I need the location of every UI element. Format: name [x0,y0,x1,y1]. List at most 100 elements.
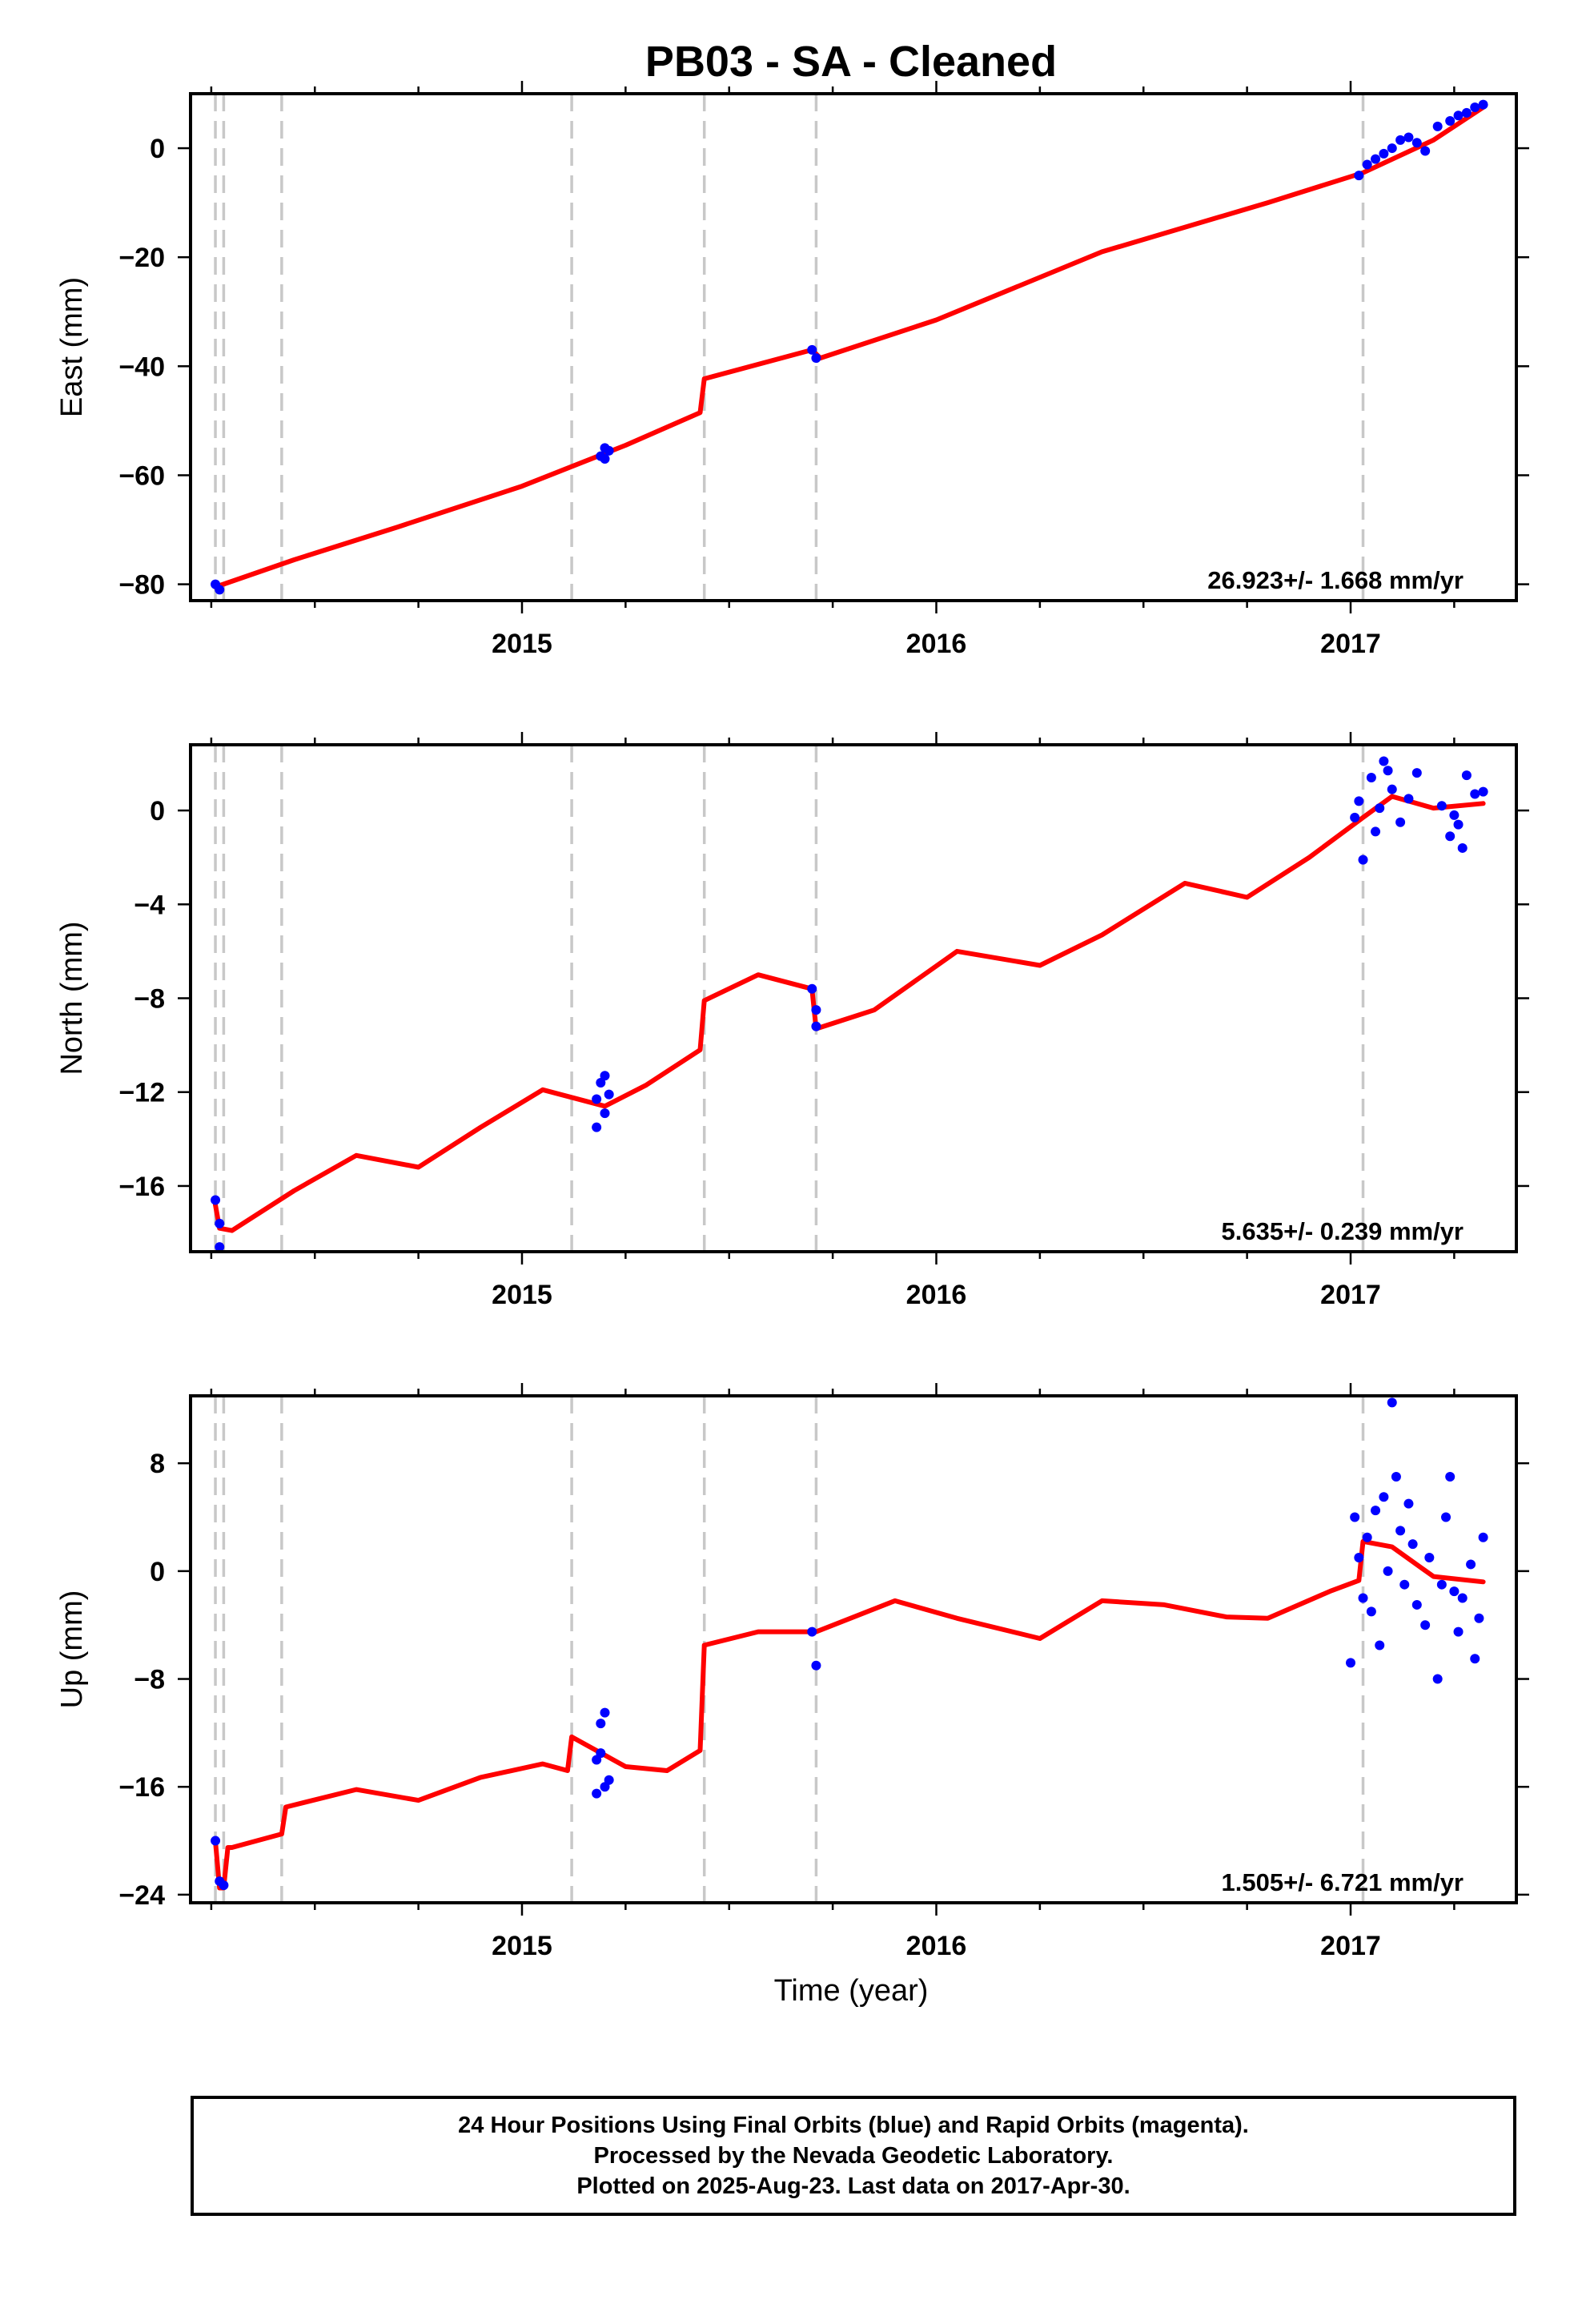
chart-title: PB03 - SA - Cleaned [645,38,1057,86]
observation-point [1354,171,1364,181]
observation-point [1391,1472,1401,1482]
observation-point [211,1195,221,1205]
y-tick-label: 0 [150,1557,165,1587]
observation-point [1453,111,1464,121]
observation-point [219,1880,229,1891]
y-axis-label: North (mm) [55,921,89,1075]
y-tick-label: −8 [134,984,165,1015]
observation-point [1354,1553,1364,1563]
observation-point [1470,1654,1480,1664]
observation-point [1387,784,1397,794]
observation-point [1478,1532,1488,1542]
x-tick-label: 2015 [492,629,552,659]
x-tick-label: 2017 [1320,1280,1381,1310]
observation-point [1449,810,1460,820]
x-tick-label: 2016 [906,629,967,659]
observation-point [1387,1397,1397,1408]
footer-caption-box: 24 Hour Positions Using Final Orbits (bl… [191,2096,1516,2216]
observation-point [1436,1579,1447,1590]
observation-point [1424,1553,1435,1563]
observation-point [1383,1566,1393,1576]
x-tick-label: 2016 [906,1931,967,1961]
observation-point [1432,121,1443,131]
footer-line-orbits: 24 Hour Positions Using Final Orbits (bl… [458,2113,1249,2138]
y-tick-label: −20 [118,243,165,273]
observation-point [604,1775,614,1785]
model-fit-line [213,794,1486,1233]
y-axis-label: Up (mm) [55,1590,89,1709]
observation-point [1478,786,1488,797]
y-tick-label: −24 [118,1880,165,1911]
observation-point [592,1122,602,1132]
observation-point [1375,803,1385,814]
y-tick-label: 8 [150,1449,165,1479]
observation-point [1371,826,1381,837]
observation-point [1445,831,1456,842]
observation-point [596,1719,606,1729]
observation-point [1387,143,1397,154]
observation-point [1470,789,1480,799]
observation-point [592,1094,602,1104]
x-tick-label: 2015 [492,1280,552,1310]
footer-line-processed: Processed by the Nevada Geodetic Laborat… [593,2143,1114,2169]
observation-point [1453,1626,1464,1637]
y-axis-label: East (mm) [55,277,89,417]
panel-frame [189,92,1518,602]
observation-point [807,1626,817,1637]
observation-point [600,1707,610,1718]
y-tick-label: −8 [134,1665,165,1695]
footer-line-plotted: Plotted on 2025-Aug-23. Last data on 201… [576,2173,1130,2199]
observation-point [1366,1606,1376,1617]
observation-point [1362,1532,1372,1542]
panel-2: 2015 2016 2017 0 −4 −8 −12 −16 North (mm) 5.635+/… [55,732,1529,1310]
plot-area [211,94,1488,601]
observation-point [604,445,614,456]
observation-point [1411,138,1422,148]
observation-point [1411,768,1422,778]
observation-point [1371,1506,1381,1516]
observation-point [1379,1492,1389,1502]
observation-point [1395,135,1406,145]
observation-point [600,1108,610,1119]
y-tick-label: −16 [118,1772,165,1803]
y-tick-label: −40 [118,352,165,382]
observation-point [1371,154,1381,164]
observation-point [1395,817,1406,827]
observation-point [1383,766,1393,776]
model-fit-line [213,105,1486,589]
observation-point [592,1788,602,1799]
observation-point [1358,854,1368,865]
observation-point [1441,1512,1452,1522]
rate-label: 1.505+/- 6.721 mm/yr [1222,1868,1464,1896]
panel-frame [189,743,1518,1253]
observation-point [1445,116,1456,127]
observation-point [1478,99,1488,110]
observation-point [1403,1498,1414,1509]
observation-point [1420,146,1431,156]
observation-point [1350,812,1360,822]
observation-point [1379,756,1389,766]
observation-point [1449,1586,1460,1597]
observation-point [1420,1620,1431,1630]
observation-point [215,585,225,595]
x-tick-label: 2016 [906,1280,967,1310]
observation-point [807,983,817,994]
observation-point [600,1071,610,1081]
y-tick-label: 0 [150,134,165,164]
observation-point [811,1660,821,1671]
observation-point [1399,1579,1410,1590]
observation-point [1350,1512,1360,1522]
observation-point [596,1748,606,1759]
x-tick-label: 2015 [492,1931,552,1961]
observation-point [1461,770,1472,781]
plot-area [211,1396,1488,1903]
y-tick-label: 0 [150,796,165,826]
x-tick-label: 2017 [1320,629,1381,659]
x-axis-label: Time (year) [774,1974,929,2008]
rate-label: 5.635+/- 0.239 mm/yr [1222,1217,1464,1245]
y-tick-label: −4 [134,890,165,920]
observation-point [1403,794,1414,804]
observation-point [1362,159,1372,170]
observation-point [807,344,817,355]
